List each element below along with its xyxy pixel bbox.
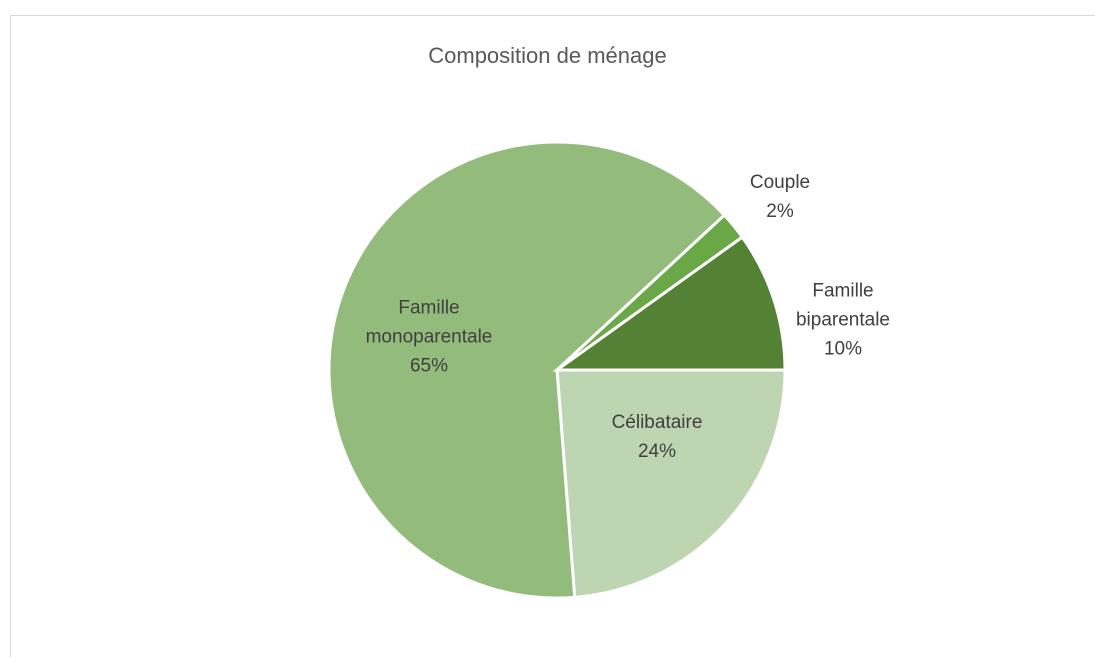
chart-frame	[10, 15, 1095, 657]
category-label: Famille monoparentale	[365, 297, 493, 348]
slice-label: Famille monoparentale 65%	[339, 294, 519, 381]
pie-slice	[327, 140, 727, 600]
value-label: 2%	[766, 201, 794, 222]
chart-title: Composition de ménage	[428, 43, 667, 68]
category-label: Célibataire	[611, 412, 703, 433]
pie-slice	[552, 235, 787, 372]
pie-slice	[555, 368, 787, 599]
slice-label: Couple 2%	[685, 168, 875, 226]
category-label: Couple	[749, 172, 811, 193]
slice-label: Famille biparentale 10%	[788, 277, 898, 364]
category-label: Famille biparentale	[795, 280, 891, 331]
value-label: 10%	[823, 338, 863, 360]
slice-label: Célibataire 24%	[562, 408, 752, 466]
value-label: 24%	[637, 441, 677, 462]
value-label: 65%	[409, 355, 449, 377]
